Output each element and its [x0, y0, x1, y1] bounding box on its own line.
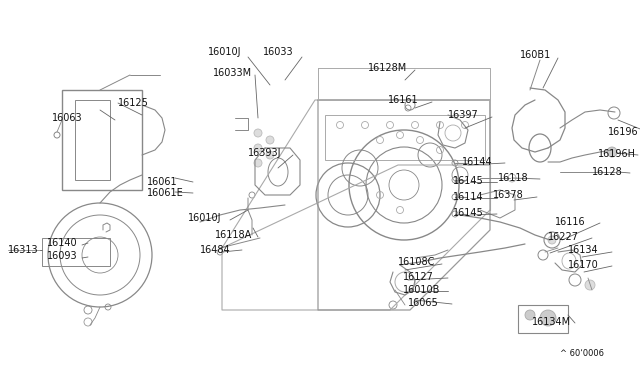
Text: 16010J: 16010J: [188, 213, 221, 223]
Text: 16010J: 16010J: [208, 47, 241, 57]
Text: 16145: 16145: [453, 208, 484, 218]
Circle shape: [254, 129, 262, 137]
Circle shape: [254, 159, 262, 167]
Circle shape: [266, 151, 274, 159]
Text: 16128: 16128: [592, 167, 623, 177]
Text: 16227: 16227: [548, 232, 579, 242]
Text: 16108C: 16108C: [398, 257, 435, 267]
Circle shape: [254, 144, 262, 152]
Bar: [42, 238, 110, 266]
Text: 16125: 16125: [118, 98, 149, 108]
Text: 16033M: 16033M: [213, 68, 252, 78]
Text: 16093: 16093: [47, 251, 77, 261]
Text: 16061: 16061: [147, 177, 178, 187]
Circle shape: [585, 280, 595, 290]
Text: ^ 60‘0006: ^ 60‘0006: [560, 350, 604, 359]
Text: 16134: 16134: [568, 245, 598, 255]
Text: 16313: 16313: [8, 245, 38, 255]
Text: 16118A: 16118A: [215, 230, 252, 240]
Text: 16161: 16161: [388, 95, 419, 105]
Bar: [325, 115, 485, 160]
Text: 16116: 16116: [555, 217, 586, 227]
Text: 16144: 16144: [462, 157, 493, 167]
Text: 16010B: 16010B: [403, 285, 440, 295]
Bar: [62, 90, 142, 190]
Bar: [75, 100, 110, 180]
Text: 16378: 16378: [493, 190, 524, 200]
Text: 16033: 16033: [263, 47, 294, 57]
Text: 16134M: 16134M: [532, 317, 571, 327]
Text: 160B1: 160B1: [520, 50, 551, 60]
Circle shape: [548, 236, 556, 244]
Text: 16128M: 16128M: [368, 63, 407, 73]
Text: 16061E: 16061E: [147, 188, 184, 198]
Circle shape: [540, 310, 556, 326]
Text: 16114: 16114: [453, 192, 484, 202]
Bar: [518, 305, 568, 333]
Text: 16140: 16140: [47, 238, 77, 248]
Text: 16063: 16063: [52, 113, 83, 123]
Text: 16484: 16484: [200, 245, 230, 255]
Text: 16145: 16145: [453, 176, 484, 186]
Text: 16397: 16397: [448, 110, 479, 120]
Circle shape: [266, 136, 274, 144]
Text: 16118: 16118: [498, 173, 529, 183]
Text: 16065: 16065: [408, 298, 439, 308]
Text: 16196H: 16196H: [598, 149, 636, 159]
Circle shape: [525, 310, 535, 320]
Circle shape: [607, 147, 617, 157]
Text: 16127: 16127: [403, 272, 434, 282]
Text: 16196: 16196: [608, 127, 639, 137]
Text: 16393J: 16393J: [248, 148, 282, 158]
Text: 16170: 16170: [568, 260, 599, 270]
